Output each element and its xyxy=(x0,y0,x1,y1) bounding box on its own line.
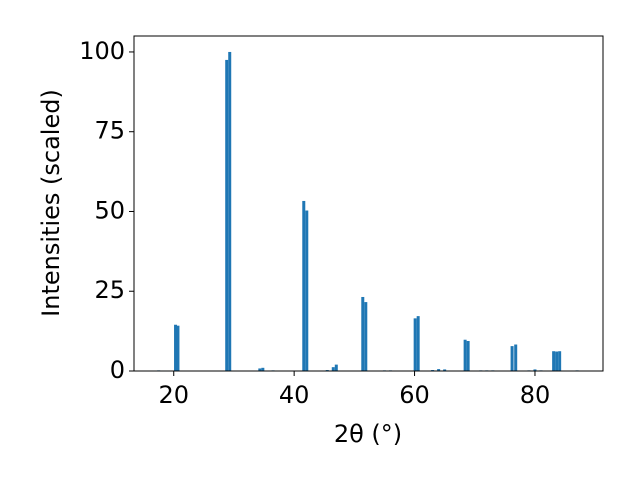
bar xyxy=(302,200,306,371)
bar xyxy=(466,341,470,371)
bar xyxy=(533,369,537,371)
bar xyxy=(510,346,514,371)
x-tick-label: 80 xyxy=(520,381,551,409)
bar xyxy=(514,344,518,371)
y-tick-label: 50 xyxy=(94,196,125,224)
y-tick-label: 75 xyxy=(94,117,125,145)
y-tick-label: 100 xyxy=(79,37,125,65)
bar xyxy=(174,324,178,371)
bar xyxy=(463,339,467,371)
bar xyxy=(555,351,559,371)
y-axis-label: Intensities (scaled) xyxy=(37,89,65,317)
bar xyxy=(176,325,180,371)
bar xyxy=(364,302,368,371)
plot-area xyxy=(157,51,579,372)
bar xyxy=(416,316,420,371)
bar xyxy=(558,351,562,371)
bar xyxy=(261,367,265,371)
bar xyxy=(552,351,556,371)
bar xyxy=(258,368,262,371)
x-axis-label: 2θ (°) xyxy=(334,420,402,448)
x-tick-label: 20 xyxy=(158,381,189,409)
x-tick-label: 60 xyxy=(399,381,430,409)
bar xyxy=(443,369,447,371)
bar xyxy=(228,51,232,371)
axes-frame xyxy=(133,35,604,372)
bar xyxy=(331,367,335,371)
x-tick-label: 40 xyxy=(279,381,310,409)
bar xyxy=(361,296,365,371)
bar xyxy=(437,369,441,371)
bar xyxy=(334,364,338,371)
bar xyxy=(413,318,417,371)
bar xyxy=(225,59,229,372)
bar xyxy=(305,210,309,371)
y-tick-label: 0 xyxy=(110,356,125,384)
y-tick-label: 25 xyxy=(94,276,125,304)
